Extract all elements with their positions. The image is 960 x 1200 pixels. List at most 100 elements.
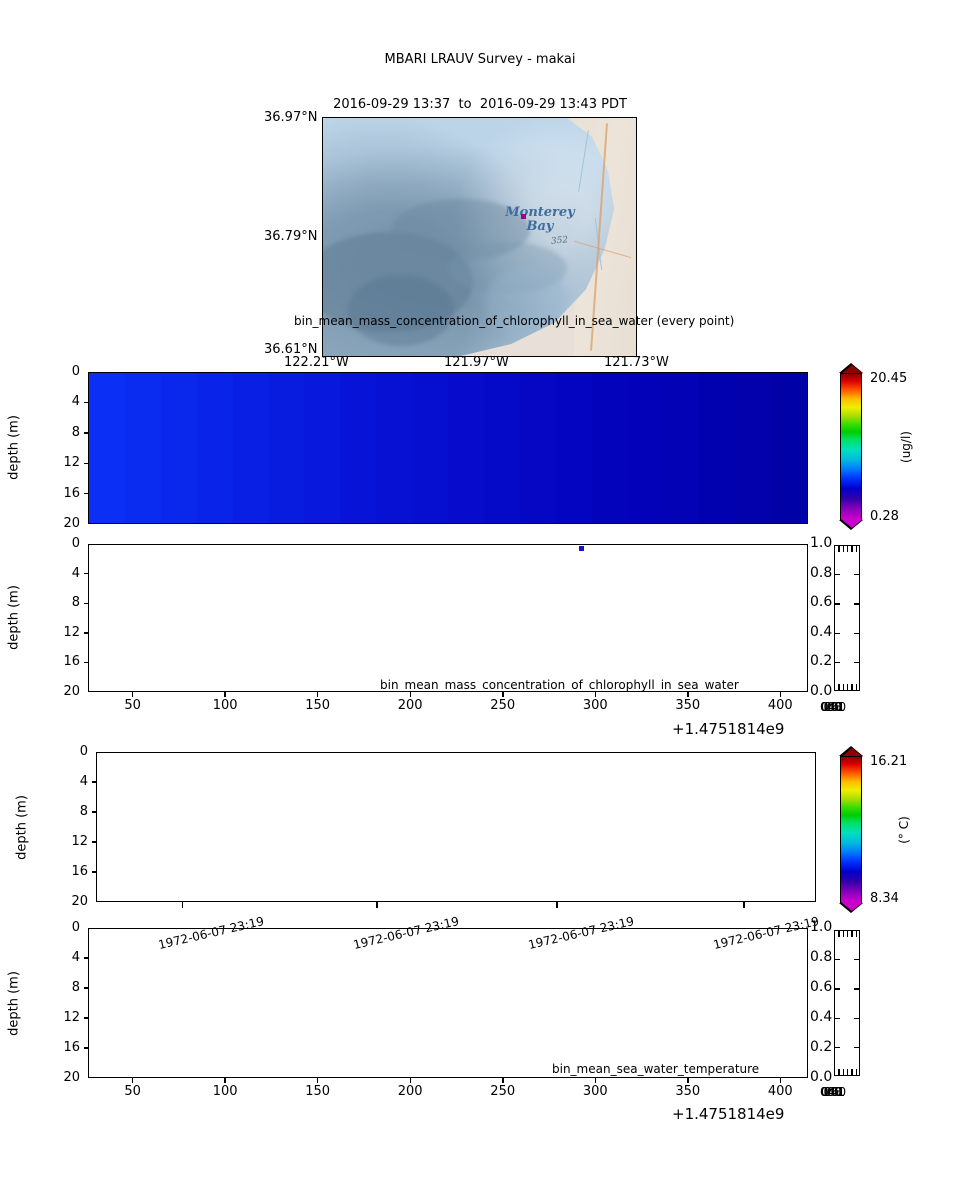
auv-track-marker [521, 214, 526, 219]
panel4-xticklabel: 300 [582, 1084, 608, 1099]
colorbar-chlorophyll-unit: (ug/l) [898, 431, 913, 463]
panel2-xticklabel: 50 [124, 698, 141, 713]
panel4-colorbar-axes[interactable] [834, 930, 860, 1076]
panel2-cb-ytick [854, 661, 859, 663]
panel4-xtick [316, 1078, 319, 1083]
canyon-shading [323, 232, 474, 333]
panel1-ylabel: depth (m) [6, 415, 22, 480]
panel4-right-yticklabel: 0.2 [810, 1039, 833, 1055]
panel4-cb-xtick [847, 931, 849, 937]
panel2-cb-xtick [838, 546, 840, 552]
panel4-cb-ytick [835, 959, 840, 961]
panel2-xticklabel: 400 [767, 698, 793, 713]
heatmap-column [340, 373, 377, 523]
heatmap-column [196, 373, 233, 523]
panel2-cb-ytick [854, 574, 859, 576]
panel4-cb-xtick [838, 931, 840, 937]
panel4-cb-xtick [847, 1069, 849, 1075]
heatmap-column [483, 373, 520, 523]
panel4-xtick [409, 1078, 411, 1083]
panel2-cb-xtick [851, 546, 853, 552]
panel3-xtick [376, 902, 378, 908]
panel2-yticklabel: 8 [71, 595, 80, 611]
panel4-xticklabel: 100 [212, 1084, 238, 1099]
panel2-xtick [131, 692, 134, 697]
heatmap-column [160, 373, 197, 523]
panel4-xticklabel: 150 [305, 1084, 331, 1099]
panel4-inside-label: bin_mean_sea_water_temperature [552, 1062, 760, 1076]
panel2-yticklabel: 0 [71, 536, 80, 551]
panel4-cb-xtick [842, 1069, 844, 1075]
panel2-cb-xtick [847, 684, 849, 690]
panel3-yticklabel: 20 [71, 894, 88, 909]
panel2-cb-ytick [854, 603, 859, 605]
panel4-xtick [594, 1078, 597, 1083]
panel2-colorbar-axes[interactable] [834, 545, 860, 691]
heatmap-column [124, 373, 161, 523]
panel3-yticklabel: 12 [71, 834, 88, 849]
colorbar-temperature[interactable] [839, 746, 864, 913]
panel4-ylabel: depth (m) [6, 971, 22, 1036]
panel4-cb-xtick [851, 1069, 853, 1075]
panel-temperature-section[interactable] [96, 752, 816, 902]
panel4-xtick [779, 1078, 782, 1083]
panel4-ytick [84, 1017, 89, 1019]
canyon-shading [348, 275, 455, 347]
panel2-xticklabel: 150 [305, 698, 331, 713]
heatmap-column [412, 373, 449, 523]
map-lat-tick-2: 36.61°N [264, 342, 318, 357]
panel3-xtick [556, 902, 558, 908]
colorbar-temperature-max: 16.21 [870, 754, 908, 769]
panel2-right-yticklabel: 0.4 [810, 623, 833, 640]
map-place-label-line2: Bay [526, 219, 554, 234]
heatmap-column [304, 373, 341, 523]
heatmap-column [232, 373, 269, 523]
map-axes[interactable]: Monterey Bay 352 [322, 117, 637, 357]
panel3-yticklabel: 8 [79, 804, 88, 819]
panel2-right-yticklabel: 0.6 [810, 594, 833, 611]
panel2-xtick [409, 692, 411, 697]
panel4-ytick [84, 987, 89, 989]
panel3-xtick [743, 902, 745, 908]
panel2-inside-label: bin_mean_mass_concentration_of_chlorophy… [380, 678, 739, 692]
colorbar-chlorophyll-min: 0.28 [870, 509, 899, 524]
panel2-offset-text: +1.4751814e9 [672, 720, 785, 738]
colorbar-chlorophyll[interactable] [839, 363, 864, 530]
panel2-ytick [84, 602, 89, 604]
panel4-right-yticklabel: 0.0 [810, 1069, 833, 1085]
panel2-colorbar-xticklabels: 0.00.20.40.60.81.0 [820, 700, 846, 714]
map-caption: bin_mean_mass_concentration_of_chlorophy… [294, 314, 735, 328]
panel2-ylabel: depth (m) [6, 585, 22, 650]
panel4-cb-xtick [855, 931, 857, 937]
panel3-ylabel: depth (m) [14, 795, 30, 860]
panel4-yticklabel: 16 [63, 1040, 80, 1055]
panel4-cb-xtick [842, 931, 844, 937]
panel4-colorbar-xticklabels: 0.00.20.40.60.81.0 [820, 1085, 846, 1099]
panel2-yticklabel: 12 [63, 624, 80, 640]
panel2-xtick [316, 692, 319, 697]
map-depth-sounding: 352 [550, 235, 569, 247]
panel-temperature-timeseries[interactable] [88, 928, 808, 1078]
panel2-cb-ytick [835, 603, 840, 605]
map-lat-tick-1: 36.79°N [264, 229, 318, 244]
panel2-cb-ytick [835, 574, 840, 576]
panel2-xtick [594, 692, 597, 697]
panel2-right-yticklabel: 1.0 [810, 535, 833, 551]
panel2-right-yticklabel: 0.0 [810, 683, 833, 699]
panel4-xtick [131, 1078, 134, 1083]
panel4-cb-ytick [854, 1017, 859, 1019]
panel2-right-yticklabel: 0.8 [810, 564, 833, 581]
panel2-right-yticklabel: 0.2 [810, 653, 833, 670]
panel-chlorophyll-section[interactable] [88, 372, 808, 524]
panel4-right-yticklabel: 1.0 [810, 919, 833, 935]
heatmap-column [771, 373, 808, 523]
panel4-xticklabel: 350 [675, 1084, 701, 1099]
panel2-xticklabel: 200 [397, 698, 423, 713]
panel4-right-yticklabel: 0.6 [810, 979, 833, 995]
panel4-cb-ytick [835, 1046, 840, 1048]
panel-chlorophyll-timeseries[interactable] [88, 544, 808, 692]
panel4-cb-xtick [838, 1069, 840, 1075]
panel1-ytick [84, 401, 89, 404]
panel2-yticklabel: 16 [63, 654, 80, 670]
panel3-yticklabel: 0 [79, 744, 88, 759]
